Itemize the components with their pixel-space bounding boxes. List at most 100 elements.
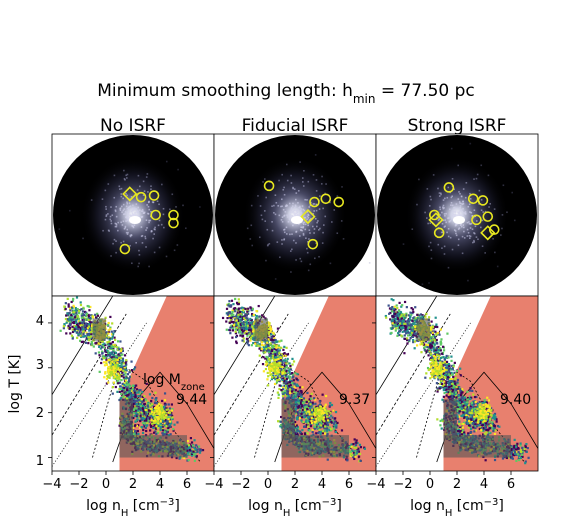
histogram-cell <box>164 403 168 406</box>
particle <box>131 207 134 210</box>
histogram-cell <box>246 317 249 320</box>
clump-diamond-marker <box>300 208 316 225</box>
particle <box>314 257 316 260</box>
histogram-cell <box>143 402 146 406</box>
histogram-cell <box>285 379 288 382</box>
histogram-cell <box>106 349 109 352</box>
histogram-cell <box>134 407 137 410</box>
histogram-cell <box>294 408 297 412</box>
particle <box>142 210 144 213</box>
histogram-cell <box>152 419 156 423</box>
histogram-cell <box>313 427 316 430</box>
particle <box>292 239 295 242</box>
histogram-cell <box>159 411 162 414</box>
histogram-cell <box>114 377 117 380</box>
histogram-cell <box>194 453 197 456</box>
particle <box>297 202 299 204</box>
particle <box>473 232 476 235</box>
histogram-cell <box>143 425 146 428</box>
histogram-cell <box>249 332 252 335</box>
particle <box>464 212 467 215</box>
particle <box>430 257 433 260</box>
histogram-cell <box>316 422 320 426</box>
particle <box>292 215 294 217</box>
histogram-cell <box>137 398 140 402</box>
histogram-cell <box>70 318 73 321</box>
histogram-cell <box>154 427 158 430</box>
particle <box>313 210 315 212</box>
histogram-cell <box>143 416 147 419</box>
histogram-cell <box>319 433 322 436</box>
histogram-cell <box>133 386 136 389</box>
particle <box>300 211 303 214</box>
particle <box>411 228 414 230</box>
histogram-cell <box>91 321 94 324</box>
particle <box>314 217 317 220</box>
histogram-cell <box>317 404 320 407</box>
histogram-cell <box>68 318 71 322</box>
histogram-cell <box>300 405 303 408</box>
clump-diamond-marker <box>122 186 138 202</box>
histogram-cell <box>142 399 145 402</box>
histogram-cell <box>161 432 164 435</box>
particle <box>250 224 253 227</box>
particle <box>125 174 127 177</box>
histogram-cell <box>276 327 280 330</box>
histogram-cell <box>280 389 283 392</box>
histogram-cell <box>273 341 276 344</box>
histogram-cell <box>72 309 75 313</box>
histogram-cell <box>151 396 154 400</box>
particle <box>474 225 477 228</box>
histogram-cell <box>152 421 156 425</box>
particle <box>303 209 306 212</box>
particle <box>454 213 457 216</box>
histogram-cell <box>91 314 94 318</box>
selection-box <box>119 435 187 458</box>
histogram-cell <box>136 416 139 419</box>
particle <box>450 196 453 199</box>
histogram-cell <box>153 414 156 418</box>
histogram-cell <box>126 373 130 376</box>
histogram-cell <box>75 296 79 299</box>
phase-diagram-row <box>48 295 539 475</box>
histogram-cell <box>235 319 238 322</box>
histogram-cell <box>250 309 253 312</box>
particle <box>331 221 333 223</box>
histogram-cell <box>241 325 245 328</box>
particle <box>141 242 144 244</box>
histogram-cell <box>276 357 279 360</box>
particle <box>446 196 449 199</box>
histogram-cell <box>143 422 146 425</box>
histogram-cell <box>121 353 124 356</box>
histogram-cell <box>297 390 300 393</box>
histogram-cell <box>111 356 114 359</box>
histogram-cell <box>186 451 190 454</box>
histogram-cell <box>146 403 149 406</box>
particle <box>318 255 320 258</box>
particle <box>127 215 129 218</box>
histogram-cell <box>191 444 195 447</box>
histogram-cell <box>107 321 110 325</box>
histogram-cell <box>154 418 157 421</box>
histogram-cell <box>121 382 124 385</box>
histogram-cell <box>161 411 164 414</box>
histogram-cell <box>84 322 88 325</box>
histogram-cell <box>241 330 245 333</box>
histogram-cell <box>145 429 148 433</box>
particle <box>115 223 117 225</box>
histogram-cell <box>229 332 232 335</box>
histogram-cell <box>117 365 120 368</box>
histogram-cell <box>295 398 298 402</box>
histogram-cell <box>94 352 97 355</box>
histogram-cell <box>67 314 70 317</box>
histogram-cell <box>358 452 362 456</box>
particle <box>304 198 306 201</box>
particle <box>115 225 118 228</box>
histogram-cell <box>245 330 248 333</box>
particle <box>402 243 405 245</box>
particle <box>261 218 264 221</box>
particle <box>140 210 143 212</box>
histogram-cell <box>356 441 359 445</box>
histogram-cell <box>284 386 288 390</box>
histogram-cell <box>294 407 297 410</box>
